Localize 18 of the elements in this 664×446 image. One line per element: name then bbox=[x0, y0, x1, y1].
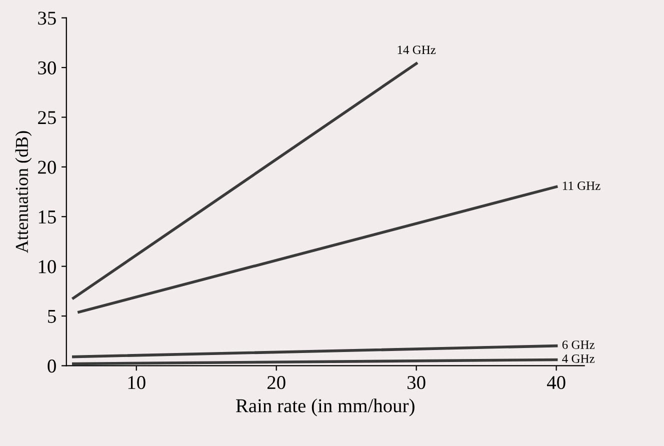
series-label: 11 GHz bbox=[562, 182, 600, 190]
y-tick-label: 10 bbox=[38, 260, 56, 274]
y-tick-label: 5 bbox=[48, 310, 56, 323]
y-tick-label: 30 bbox=[38, 61, 56, 74]
series-label: 4 GHz bbox=[562, 354, 595, 363]
series-label: 14 GHz bbox=[398, 46, 436, 54]
x-tick-label: 20 bbox=[268, 376, 286, 390]
y-tick-label: 15 bbox=[38, 210, 56, 224]
x-tick-label: 30 bbox=[408, 376, 426, 390]
x-axis-title: Rain rate (in mm/hour) bbox=[236, 398, 414, 416]
y-tick-label: 25 bbox=[38, 111, 56, 124]
x-tick-label: 40 bbox=[546, 376, 566, 390]
y-axis-title: Attenuation (dB) bbox=[15, 131, 32, 254]
y-tick-label: 35 bbox=[38, 12, 56, 25]
series-label: 6 GHz bbox=[562, 340, 595, 349]
y-tick-label: 20 bbox=[38, 160, 56, 174]
y-tick-label: 0 bbox=[48, 360, 56, 373]
x-tick-label: 10 bbox=[128, 376, 146, 390]
